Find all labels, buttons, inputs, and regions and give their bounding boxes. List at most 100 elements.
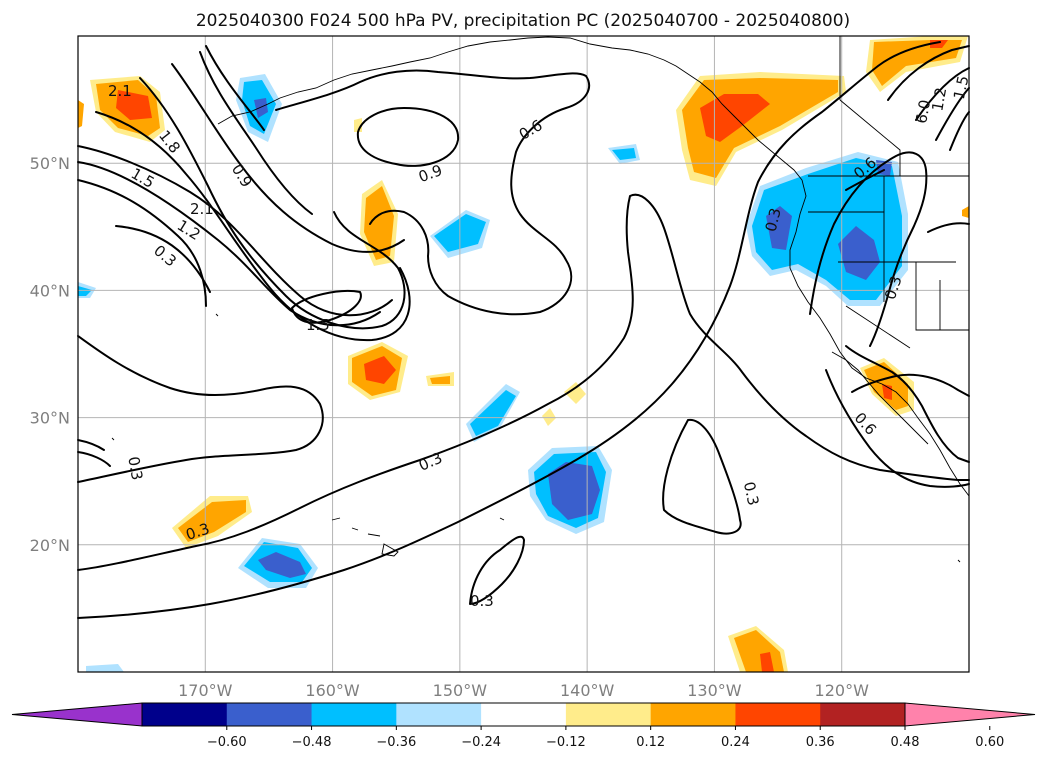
colorbar-tick-label: −0.36 bbox=[376, 735, 416, 750]
colorbar-extend-high bbox=[904, 702, 1036, 727]
precip-negative-area bbox=[766, 206, 792, 250]
pv-contour bbox=[205, 45, 265, 131]
lat-tick-label: 30°N bbox=[30, 409, 70, 428]
contour-label: 6.0 bbox=[912, 98, 934, 125]
lat-tick-label: 40°N bbox=[30, 281, 70, 300]
pv-contour bbox=[469, 535, 525, 605]
pv-contour bbox=[291, 290, 362, 324]
pv-contour bbox=[77, 193, 970, 571]
pv-contour bbox=[115, 225, 211, 293]
pv-contour bbox=[95, 111, 411, 342]
colorbar-tick-label: −0.24 bbox=[461, 735, 501, 750]
map-frame bbox=[77, 35, 970, 673]
hawaii-islands bbox=[331, 517, 399, 557]
precip-positive-area bbox=[872, 40, 962, 86]
lat-tick-label: 20°N bbox=[30, 536, 70, 555]
colorbar-tick-label: 0.24 bbox=[721, 735, 750, 750]
canada-interior-borders bbox=[839, 36, 901, 176]
pv-contour bbox=[199, 51, 313, 215]
precip-positive-area bbox=[430, 376, 450, 384]
lon-tick-label: 120°W bbox=[815, 681, 870, 700]
baja-peninsula bbox=[831, 351, 929, 445]
precip-positive-area bbox=[542, 408, 556, 426]
map-panel: 2.1 1.8 1.5 2.1 1.2 0.3 0.9 1.5 0.9 0.6 … bbox=[77, 35, 973, 673]
contour-label: 2.1 bbox=[190, 200, 214, 218]
pv-contour bbox=[825, 369, 970, 488]
lon-tick-label: 170°W bbox=[178, 681, 233, 700]
small-islands bbox=[111, 313, 961, 563]
contour-label: 0.3 bbox=[124, 455, 146, 482]
axis-tick-labels: 170°W 160°W 150°W 140°W 130°W 120°W 20°N 30°N 40… bbox=[30, 154, 869, 700]
precip-positive-area bbox=[178, 500, 246, 542]
contour-label: 0.3 bbox=[762, 206, 785, 234]
colorbar-tick-label: 0.48 bbox=[891, 735, 920, 750]
colorbar-segment bbox=[311, 703, 397, 726]
precip-negative-area bbox=[470, 390, 516, 436]
colorbar-segment bbox=[820, 703, 906, 726]
pv-contour bbox=[356, 107, 460, 167]
precip-negative-area bbox=[78, 286, 92, 296]
colorbar-segment bbox=[565, 703, 652, 726]
lon-tick-label: 140°W bbox=[560, 681, 615, 700]
pv-contour bbox=[77, 335, 324, 483]
pv-contour bbox=[845, 345, 970, 463]
colorbar-tick-label: 0.36 bbox=[806, 735, 835, 750]
pv-contour bbox=[851, 373, 970, 397]
colorbar-tick-label: −0.48 bbox=[292, 735, 332, 750]
colorbar: −0.60 −0.48 −0.36 −0.24 −0.12 0.12 0.24 0.36 0.4… bbox=[11, 702, 1036, 750]
colorbar-tick-label: −0.60 bbox=[207, 735, 247, 750]
pv-contour bbox=[887, 45, 970, 151]
colorbar-segment bbox=[735, 703, 821, 726]
precip-positive-area bbox=[78, 100, 84, 128]
pv-contour bbox=[77, 41, 941, 619]
colorbar-extend-low bbox=[11, 702, 143, 727]
colorbar-frame bbox=[141, 702, 906, 727]
contour-label: 2.1 bbox=[108, 82, 132, 100]
precip-positive-area bbox=[760, 652, 774, 672]
precip-positive-area bbox=[116, 90, 152, 120]
pv-contour bbox=[845, 169, 970, 233]
precip-positive-area bbox=[364, 186, 394, 260]
colorbar-tick-label: −0.12 bbox=[546, 735, 586, 750]
precip-positive-area bbox=[962, 206, 969, 218]
pv-contour bbox=[171, 63, 405, 253]
contour-label: 0.3 bbox=[470, 592, 494, 610]
pv-contour bbox=[139, 77, 406, 330]
pv-contour bbox=[77, 161, 381, 327]
precip-negative-area bbox=[254, 98, 268, 118]
pv-contour bbox=[809, 151, 928, 347]
colorbar-segment bbox=[481, 703, 567, 726]
figure-title: 2025040300 F024 500 hPa PV, precipitatio… bbox=[196, 11, 850, 31]
precip-positive-area bbox=[700, 94, 770, 142]
colorbar-segment bbox=[142, 703, 228, 726]
coastlines bbox=[111, 36, 970, 563]
contour-label: 1.5 bbox=[950, 74, 973, 101]
precip-negative-area bbox=[86, 664, 124, 672]
map-background bbox=[78, 36, 969, 672]
lon-tick-label: 160°W bbox=[305, 681, 360, 700]
contour-label: 1.2 bbox=[928, 86, 950, 113]
precip-positive-area bbox=[564, 382, 586, 404]
precip-positive-area bbox=[364, 356, 396, 384]
colorbar-tick-label: 0.60 bbox=[975, 735, 1004, 750]
alaska-coastline bbox=[217, 36, 803, 181]
lat-tick-label: 50°N bbox=[30, 154, 70, 173]
lon-tick-label: 130°W bbox=[687, 681, 742, 700]
pv-contour bbox=[77, 179, 207, 307]
pv-contour bbox=[662, 418, 742, 535]
colorbar-segment bbox=[396, 703, 482, 726]
state-borders bbox=[808, 176, 969, 349]
contour-label: 1.5 bbox=[306, 316, 330, 334]
precip-negative-area bbox=[612, 148, 636, 160]
colorbar-tick-label: 0.12 bbox=[636, 735, 665, 750]
colorbar-segment bbox=[226, 703, 313, 726]
colorbar-segment bbox=[650, 703, 736, 726]
pv-contour bbox=[275, 69, 591, 316]
contour-label: 0.3 bbox=[740, 480, 763, 507]
precip-negative-area bbox=[258, 552, 306, 578]
pv-contours bbox=[77, 41, 970, 619]
lon-tick-label: 150°W bbox=[433, 681, 488, 700]
pv-contour bbox=[77, 439, 111, 467]
precip-negative-area bbox=[838, 226, 880, 280]
